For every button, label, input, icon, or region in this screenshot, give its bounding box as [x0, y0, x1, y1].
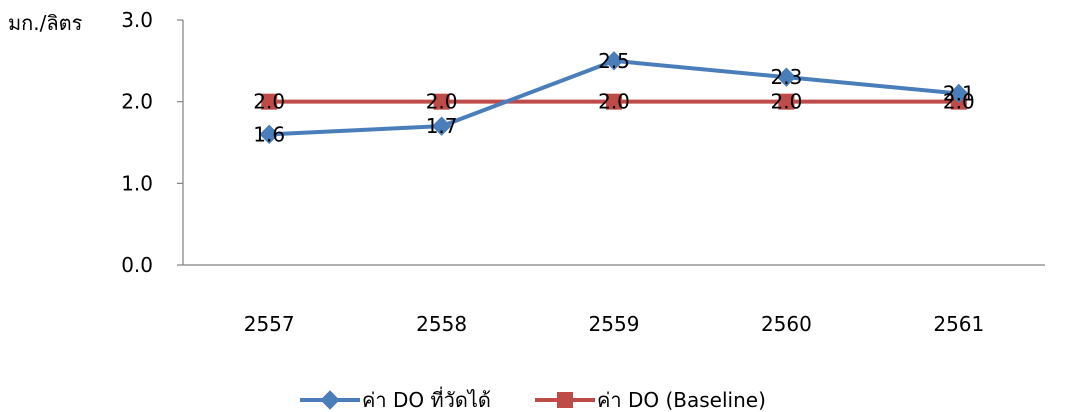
axes	[182, 20, 1045, 266]
legend: ค่า DO ที่วัดได้ ค่า DO (Baseline)	[300, 386, 766, 412]
data-label: 1.7	[426, 114, 458, 138]
legend-marker	[320, 390, 340, 410]
data-label: 1.6	[253, 122, 285, 146]
data-point	[259, 124, 279, 145]
data-point	[949, 83, 969, 104]
data-labels-layer: 1.6 1.72.52.32.12.0 2.0 2.0 2.0 2.0	[253, 49, 974, 146]
x-tick-label: 2559	[589, 312, 640, 336]
data-label: 2.0	[253, 90, 285, 114]
y-tick-label: 0.0	[121, 253, 153, 277]
data-label: 2.0	[426, 90, 458, 114]
data-point	[778, 93, 795, 110]
data-point	[433, 93, 450, 110]
y-tick-label: 3.0	[121, 8, 153, 32]
x-tick-label: 2560	[761, 312, 812, 336]
data-point	[431, 116, 452, 136]
data-label: 2.0	[943, 90, 975, 114]
y-tick-label: 2.0	[121, 90, 153, 114]
data-label: 2.0	[598, 90, 630, 114]
y-tick-labels: 0.0 1.0 2.0 3.0	[121, 8, 183, 277]
x-tick-label: 2558	[416, 312, 467, 336]
data-label: 2.1	[943, 82, 975, 106]
data-point	[776, 67, 797, 87]
data-label: 2.3	[770, 65, 802, 89]
y-tick-label: 1.0	[121, 171, 153, 195]
data-label: 2.0	[770, 90, 802, 114]
data-point	[261, 93, 278, 110]
data-point	[604, 51, 624, 71]
data-point	[606, 93, 622, 110]
x-tick-label: 2557	[244, 312, 295, 336]
legend-entry: ค่า DO (Baseline)	[535, 388, 766, 412]
data-label: 2.5	[598, 49, 630, 73]
legend-entry: ค่า DO ที่วัดได้	[300, 386, 491, 412]
legend-marker	[557, 392, 573, 408]
y-axis-label: มก./ลิตร	[8, 11, 83, 35]
x-tick-label: 2561	[933, 312, 984, 336]
x-tick-labels: 2557 2558 2559 2560 2561	[244, 312, 985, 336]
legend-label: ค่า DO ที่วัดได้	[362, 386, 491, 412]
series-measured	[259, 51, 969, 145]
series-layer	[259, 51, 969, 145]
legend-label: ค่า DO (Baseline)	[597, 388, 766, 412]
